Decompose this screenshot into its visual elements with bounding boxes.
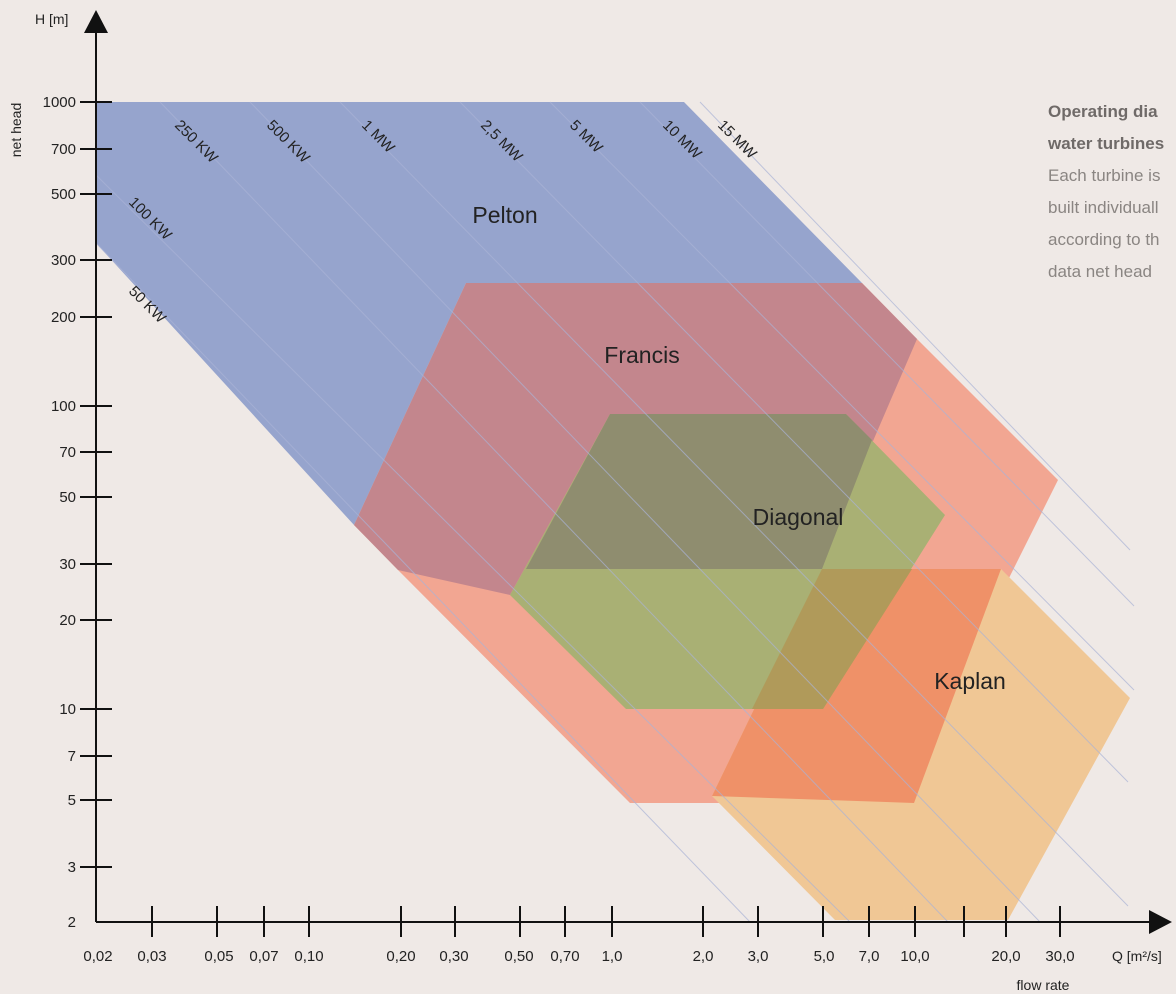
x-ticks [151,906,1061,937]
x-tick-label: 0,07 [249,948,278,965]
info-body-line: built individuall [1048,198,1159,217]
power-line-15mw [699,101,1131,551]
info-body-line: according to th [1048,230,1160,249]
info-body-line: data net head [1048,262,1152,281]
x-tick-label: 0,30 [439,948,468,965]
power-line-1mw [339,101,1129,907]
x-tick-label: 0,50 [504,948,533,965]
region-label-diagonal: Diagonal [753,504,844,530]
info-title-line2: water turbines [1048,134,1165,153]
x-axis-arrow [1149,910,1172,934]
region-diagonal-francis-overlap [526,414,872,569]
x-tick-label: 0,02 [83,948,112,965]
x-tick-label: 0,70 [550,948,579,965]
y-axis-arrow [84,10,108,33]
region-pelton [96,102,862,525]
region-label-pelton: Pelton [472,202,537,228]
y-tick-label: 10 [59,701,76,718]
x-tick-labels: 0,02 0,03 0,05 0,07 0,10 0,20 0,30 0,50 … [83,948,1074,965]
power-line-5mw [549,101,1135,691]
x-tick-label: 3,0 [748,948,769,965]
y-tick-label: 50 [59,489,76,506]
region-label-kaplan: Kaplan [934,668,1006,694]
power-line-250kw [159,101,949,923]
y-tick-label: 100 [51,398,76,415]
y-tick-label: 3 [68,859,76,876]
y-tick-label: 700 [51,141,76,158]
y-tick-label: 1000 [43,94,76,111]
y-tick-label: 200 [51,309,76,326]
x-tick-label: 0,05 [204,948,233,965]
y-tick-label: 70 [59,444,76,461]
x-tick-label: 0,03 [137,948,166,965]
x-tick-label: 7,0 [859,948,880,965]
y-tick-label: 5 [68,792,76,809]
y-axis-symbol: H [m] [35,11,68,27]
power-line-100kw [95,174,851,923]
region-francis-kaplan-overlap [712,569,1001,803]
y-axis-name: net head [8,103,24,158]
power-lines [95,101,1135,923]
x-axis-symbol: Q [m²/s] [1112,948,1162,964]
y-tick-label: 500 [51,186,76,203]
x-tick-label: 2,0 [693,948,714,965]
x-tick-label: 0,10 [294,948,323,965]
y-tick-label: 20 [59,612,76,629]
power-line-50kw [95,242,751,923]
power-line-500kw [249,101,1041,923]
y-tick-label: 30 [59,556,76,573]
y-ticks [80,101,112,868]
x-tick-label: 5,0 [814,948,835,965]
x-axis-name: flow rate [1017,977,1070,993]
y-tick-label: 2 [68,914,76,931]
info-panel: Operating dia water turbines Each turbin… [1048,96,1176,288]
x-tick-label: 1,0 [602,948,623,965]
x-tick-label: 20,0 [991,948,1020,965]
info-body-line: Each turbine is [1048,166,1161,185]
y-tick-label: 7 [68,748,76,765]
x-tick-label: 30,0 [1045,948,1074,965]
info-title-line1: Operating dia [1048,102,1158,121]
y-tick-label: 300 [51,252,76,269]
x-tick-label: 10,0 [900,948,929,965]
region-diagonal-kaplan-overlap [752,569,912,709]
axes [95,28,1155,923]
power-line-10mw [639,101,1135,607]
y-tick-labels: 1000 700 500 300 200 100 70 50 30 20 10 … [43,94,76,931]
region-label-francis: Francis [604,342,679,368]
x-tick-label: 0,20 [386,948,415,965]
region-pelton-francis-overlap [354,283,917,595]
power-line-2-5mw [459,101,1129,783]
